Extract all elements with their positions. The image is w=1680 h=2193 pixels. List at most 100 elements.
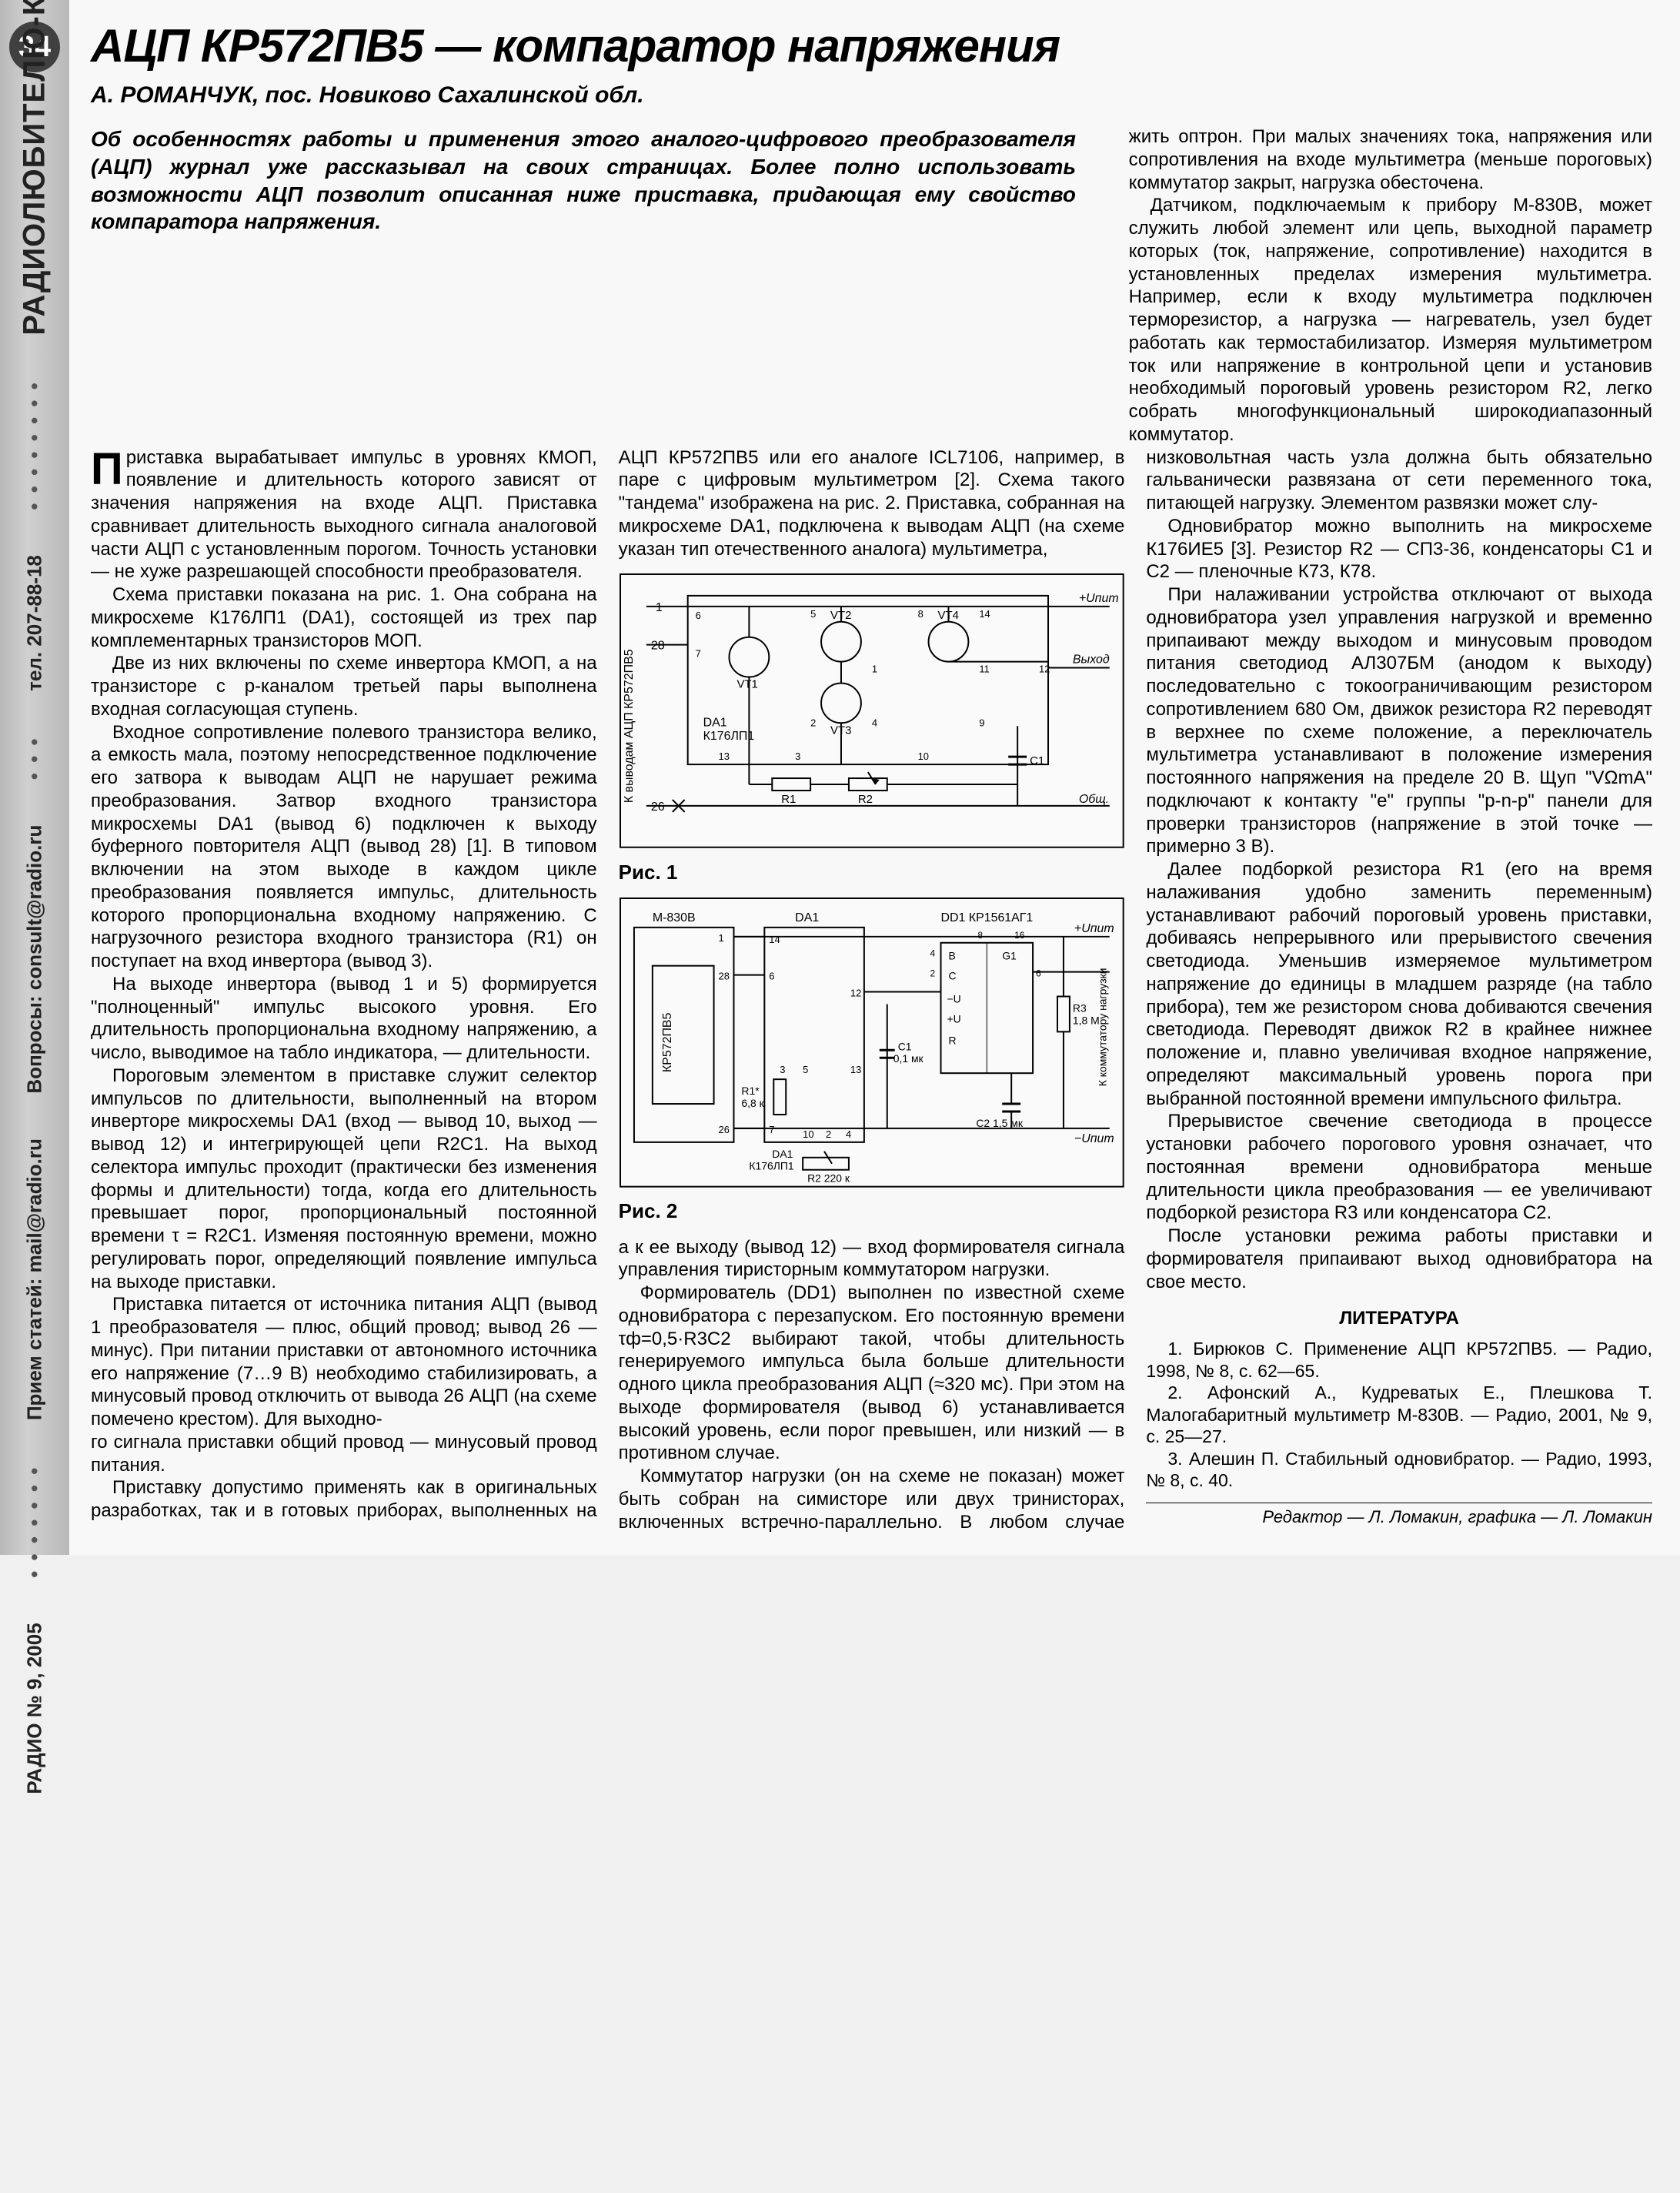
svg-text:6: 6: [695, 610, 700, 621]
svg-text:13: 13: [850, 1064, 861, 1075]
body-p1: Приставка вырабатывает импульс в уровнях…: [91, 446, 597, 584]
svg-text:+Uпит: +Uпит: [1074, 922, 1114, 935]
body-p16: При налаживании устройства отключают от …: [1146, 583, 1652, 858]
svg-text:1: 1: [718, 932, 723, 944]
body-p18: Прерывистое свечение светодиода в процес…: [1146, 1110, 1652, 1225]
svg-text:+U: +U: [947, 1012, 960, 1025]
svg-text:1: 1: [871, 664, 877, 675]
svg-text:КР572ПВ5: КР572ПВ5: [660, 1012, 673, 1072]
svg-text:−Uпит: −Uпит: [1074, 1132, 1114, 1145]
svg-text:7: 7: [695, 648, 700, 660]
sidebar-vertical-text: РАДИО № 9, 2005 • • • • • • • Прием стат…: [18, 0, 52, 1817]
body-lt1: Две из них включены по схеме инвертора К…: [91, 652, 597, 720]
svg-text:C1: C1: [897, 1040, 911, 1052]
body-p7: Приставка питается от источника питания …: [91, 1293, 597, 1431]
svg-text:3: 3: [780, 1064, 785, 1075]
figure-2: М-830В КР572ПВ5 1 28 26 DA1 14 12 6 7 3 …: [619, 897, 1125, 1224]
svg-text:G1: G1: [1002, 950, 1017, 962]
section-title: РАДИОЛЮБИТЕЛЮ-КОНСТРУКТОРУ: [18, 0, 52, 336]
svg-text:26: 26: [718, 1124, 729, 1135]
svg-text:C2 1,5 мк: C2 1,5 мк: [976, 1117, 1024, 1129]
body-lt2: Входное сопротивление полевого транзисто…: [91, 721, 597, 973]
literature-heading: ЛИТЕРАТУРА: [1146, 1307, 1652, 1330]
svg-text:DA1: DA1: [772, 1148, 793, 1160]
svg-text:4: 4: [846, 1128, 851, 1140]
svg-text:C: C: [948, 970, 956, 982]
svg-text:2: 2: [930, 968, 935, 979]
figure-1: К выводам АЦП КР572ПВ5 1 28 26 DA1 К176Л…: [619, 573, 1125, 884]
schematic-2-svg: М-830В КР572ПВ5 1 28 26 DA1 14 12 6 7 3 …: [619, 897, 1125, 1188]
svg-text:7: 7: [769, 1124, 774, 1135]
svg-text:10: 10: [917, 751, 928, 762]
schematic-1-svg: К выводам АЦП КР572ПВ5 1 28 26 DA1 К176Л…: [619, 573, 1125, 849]
dots-decoration: • • •: [23, 737, 47, 781]
svg-text:1,8 М: 1,8 М: [1073, 1014, 1100, 1026]
svg-text:2: 2: [826, 1128, 831, 1140]
svg-text:28: 28: [718, 971, 729, 982]
svg-text:−U: −U: [947, 992, 960, 1005]
dots-decoration: • • • • • • • •: [23, 380, 47, 510]
body-p19: После установки режима работы приставки …: [1146, 1225, 1652, 1293]
issue-label: РАДИО № 9, 2005: [23, 1623, 47, 1794]
svg-text:14: 14: [769, 934, 780, 945]
dots-decoration: • • • • • • •: [23, 1466, 47, 1578]
svg-text:3: 3: [795, 751, 800, 762]
body-p6: Пороговым элементом в приставке служит с…: [91, 1065, 597, 1294]
figure-1-caption: Рис. 1: [619, 860, 1125, 884]
body-lt3: На выходе инвертора (вывод 1 и 5) формир…: [91, 973, 597, 1065]
body-p10: а к ее выходу (вывод 12) — вход формиров…: [619, 1236, 1125, 1282]
body-p11: Формирователь (DD1) выполнен по известно…: [619, 1282, 1125, 1465]
svg-text:28: 28: [651, 640, 665, 653]
body-p8: го сигнала приставки общий провод — мину…: [91, 1431, 597, 1477]
svg-text:C1: C1: [1030, 754, 1044, 767]
literature-item-3: 3. Алешин П. Стабильный одновибратор. — …: [1146, 1448, 1652, 1492]
svg-text:DA1: DA1: [795, 911, 819, 924]
svg-text:5: 5: [803, 1064, 808, 1075]
svg-text:R2: R2: [858, 793, 873, 806]
svg-text:2: 2: [810, 717, 816, 729]
svg-text:14: 14: [979, 608, 990, 620]
svg-text:DA1: DA1: [703, 717, 726, 730]
body-p17: Далее подборкой резистора R1 (его на вре…: [1146, 858, 1652, 1110]
svg-text:К выводам АЦП КР572ПВ5: К выводам АЦП КР572ПВ5: [623, 650, 636, 804]
main-content: АЦП КР572ПВ5 — компаратор напряжения А. …: [69, 0, 1680, 1555]
svg-text:6,8 к: 6,8 к: [741, 1097, 764, 1109]
svg-text:5: 5: [810, 608, 816, 620]
svg-text:8: 8: [977, 930, 983, 941]
svg-text:К коммутатору нагрузки: К коммутатору нагрузки: [1096, 968, 1108, 1086]
editor-credits: Редактор — Л. Ломакин, графика — Л. Лома…: [1146, 1503, 1652, 1527]
literature-item-1: 1. Бирюков С. Применение АЦП КР572ПВ5. —…: [1146, 1338, 1652, 1382]
body-p2: Схема приставки показана на рис. 1. Она …: [91, 583, 597, 652]
svg-text:13: 13: [718, 751, 729, 762]
svg-text:0,1 мк: 0,1 мк: [893, 1052, 923, 1065]
svg-text:B: B: [948, 950, 955, 962]
figure-2-caption: Рис. 2: [619, 1198, 1125, 1223]
article-author: А. РОМАНЧУК, пос. Новиково Сахалинской о…: [91, 82, 1652, 109]
svg-text:6: 6: [1036, 968, 1041, 979]
svg-text:1: 1: [655, 601, 662, 614]
body-p15: Одновибратор можно выполнить на микросхе…: [1146, 515, 1652, 583]
svg-text:10: 10: [803, 1128, 813, 1140]
contact-phone: тел. 207-88-18: [23, 555, 47, 691]
svg-text:R3: R3: [1073, 1001, 1087, 1014]
article-columns: Приставка вырабатывает импульс в уровнях…: [91, 446, 1652, 1534]
svg-text:R1*: R1*: [741, 1085, 760, 1097]
body-p13: жить оптрон. При малых значениях тока, н…: [1129, 125, 1652, 194]
contact-email-2: Вопросы: consult@radio.ru: [23, 825, 47, 1094]
svg-text:R: R: [948, 1034, 956, 1046]
svg-text:VT1: VT1: [736, 678, 757, 691]
svg-text:+Uпит: +Uпит: [1079, 592, 1119, 605]
article-title: АЦП КР572ПВ5 — компаратор напряжения: [91, 22, 1652, 70]
svg-text:R2 220 к: R2 220 к: [807, 1172, 850, 1185]
svg-text:26: 26: [651, 801, 665, 814]
dropcap: П: [91, 446, 126, 490]
svg-text:12: 12: [850, 987, 861, 998]
svg-text:6: 6: [769, 971, 774, 982]
svg-text:16: 16: [1014, 930, 1025, 941]
body-p14: Датчиком, подключаемым к прибору М-830В,…: [1129, 194, 1652, 446]
svg-text:9: 9: [979, 717, 984, 729]
svg-text:11: 11: [979, 664, 989, 675]
svg-text:4: 4: [871, 717, 877, 729]
svg-text:DD1 КР1561АГ1: DD1 КР1561АГ1: [940, 911, 1033, 924]
svg-text:К176ЛП1: К176ЛП1: [703, 730, 754, 743]
